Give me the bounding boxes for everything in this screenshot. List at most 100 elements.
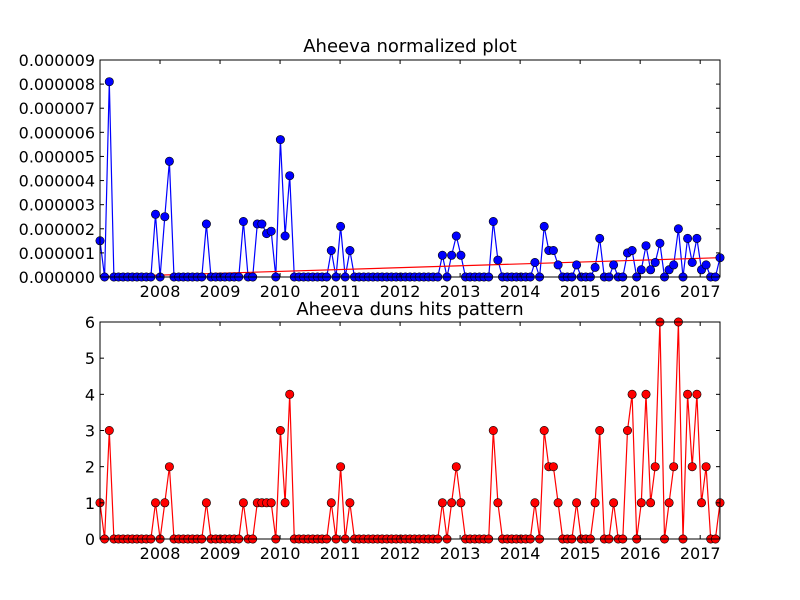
normalized-plot-point xyxy=(447,250,457,260)
normalized-plot-x-tick-label: 2010 xyxy=(260,282,301,301)
normalized-plot-x-tick-label: 2011 xyxy=(320,282,361,301)
normalized-plot-y-tick-label: 0.000009 xyxy=(19,51,95,70)
normalized-plot-point xyxy=(673,224,683,234)
duns-hits-plot-point xyxy=(488,425,498,435)
normalized-plot-x-tick-label: 2013 xyxy=(440,282,481,301)
duns-hits-plot-axes: 0 1 2 3 4 5 6 2008 2009 2010 2011 2012 2013 2014 2015 2… xyxy=(85,313,721,563)
duns-hits-plot-point xyxy=(447,498,457,508)
normalized-plot-point xyxy=(650,257,660,267)
normalized-plot-y-tick-label: 0.000002 xyxy=(19,220,95,239)
duns-hits-plot: Aheeva duns hits pattern 0 1 2 3 4 5 6 2008 2009… xyxy=(85,299,725,563)
duns-hits-plot-point xyxy=(238,498,248,508)
normalized-plot-point xyxy=(151,209,161,219)
normalized-plot-point xyxy=(641,241,651,251)
duns-hits-plot-x-tick-label: 2015 xyxy=(560,544,601,563)
normalized-plot-point xyxy=(701,260,711,270)
duns-hits-plot-point xyxy=(151,498,161,508)
duns-hits-plot-y-tick-label: 1 xyxy=(85,494,95,513)
normalized-plot-y-tick-label: 0.000007 xyxy=(19,99,95,118)
normalized-plot-axes: 0.000000 0.000001 0.000002 0.000003 0.000004… xyxy=(19,51,721,301)
normalized-plot-y-tick-label: 0.000003 xyxy=(19,196,95,215)
duns-hits-plot-x-tick-label: 2010 xyxy=(260,544,301,563)
duns-hits-plot-point xyxy=(539,425,549,435)
duns-hits-plot-point xyxy=(553,498,563,508)
normalized-plot-point xyxy=(530,257,540,267)
normalized-plot-point xyxy=(488,217,498,227)
normalized-plot-point xyxy=(493,255,503,265)
normalized-plot-point xyxy=(285,171,295,181)
duns-hits-plot-point xyxy=(164,462,174,472)
duns-hits-plot-point xyxy=(160,498,170,508)
duns-hits-plot-y-tick-label: 2 xyxy=(85,458,95,477)
normalized-plot-point xyxy=(646,265,656,275)
duns-hits-plot-point xyxy=(326,498,336,508)
duns-hits-plot-point xyxy=(627,389,637,399)
duns-hits-plot-point xyxy=(696,498,706,508)
normalized-plot: Aheeva normalized plot 0.0000000.0000010… xyxy=(19,36,725,301)
normalized-plot-point xyxy=(201,219,211,229)
duns-hits-plot-point xyxy=(336,462,346,472)
normalized-plot-point xyxy=(451,231,461,241)
duns-hits-plot-point xyxy=(451,462,461,472)
normalized-plot-y-tick-label: 0.000004 xyxy=(19,172,95,191)
normalized-plot-point xyxy=(345,246,355,256)
duns-hits-plot-y-tick-label: 3 xyxy=(85,422,95,441)
normalized-plot-point xyxy=(683,233,693,243)
normalized-plot-y-tick-label: 0.000000 xyxy=(19,268,95,287)
normalized-plot-x-tick-label: 2017 xyxy=(680,282,721,301)
normalized-plot-x-tick-label: 2008 xyxy=(140,282,181,301)
normalized-plot-point xyxy=(655,238,665,248)
duns-hits-plot-point xyxy=(493,498,503,508)
normalized-plot-frame xyxy=(99,59,721,278)
normalized-plot-point xyxy=(590,262,600,272)
duns-hits-plot-point xyxy=(641,389,651,399)
duns-hits-plot-x-tick-label: 2009 xyxy=(200,544,241,563)
duns-hits-plot-point xyxy=(530,498,540,508)
duns-hits-plot-y-tick-label: 5 xyxy=(85,349,95,368)
duns-hits-plot-point xyxy=(636,498,646,508)
normalized-plot-y-tick-label: 0.000001 xyxy=(19,244,95,263)
normalized-plot-x-tick-label: 2015 xyxy=(560,282,601,301)
duns-hits-plot-point xyxy=(590,498,600,508)
duns-hits-plot-point xyxy=(683,389,693,399)
normalized-plot-point xyxy=(636,265,646,275)
normalized-plot-point xyxy=(595,233,605,243)
normalized-plot-point xyxy=(266,226,276,236)
duns-hits-plot-point xyxy=(437,498,447,508)
duns-hits-plot-point xyxy=(266,498,276,508)
normalized-plot-x-tick-label: 2016 xyxy=(620,282,661,301)
normalized-plot-x-tick-label: 2009 xyxy=(200,282,241,301)
duns-hits-plot-point xyxy=(201,498,211,508)
duns-hits-plot-title: Aheeva duns hits pattern xyxy=(296,299,523,320)
duns-hits-plot-point xyxy=(692,389,702,399)
duns-hits-plot-x-tick-label: 2012 xyxy=(380,544,421,563)
duns-hits-plot-point xyxy=(345,498,355,508)
normalized-plot-point xyxy=(164,156,174,166)
duns-hits-plot-point xyxy=(456,498,466,508)
duns-hits-plot-point xyxy=(275,425,285,435)
duns-hits-plot-x-tick-label: 2011 xyxy=(320,544,361,563)
duns-hits-plot-point xyxy=(646,498,656,508)
duns-hits-plot-y-tick-label: 4 xyxy=(85,385,95,404)
normalized-plot-point xyxy=(257,219,267,229)
duns-hits-plot-point xyxy=(548,462,558,472)
normalized-plot-point xyxy=(437,250,447,260)
duns-hits-plot-point xyxy=(687,462,697,472)
duns-hits-plot-point xyxy=(609,498,619,508)
normalized-plot-point xyxy=(280,231,290,241)
normalized-plot-point xyxy=(669,260,679,270)
normalized-plot-x-tick-label: 2014 xyxy=(500,282,541,301)
normalized-plot-y-tick-label: 0.000005 xyxy=(19,147,95,166)
duns-hits-plot-x-tick-label: 2017 xyxy=(680,544,721,563)
duns-hits-plot-y-tick-label: 6 xyxy=(85,313,95,332)
normalized-plot-point xyxy=(539,221,549,231)
normalized-plot-point xyxy=(456,250,466,260)
duns-hits-plot-x-tick-label: 2016 xyxy=(620,544,661,563)
normalized-plot-point xyxy=(627,246,637,256)
normalized-plot-point xyxy=(336,221,346,231)
duns-hits-plot-x-tick-label: 2013 xyxy=(440,544,481,563)
normalized-plot-point xyxy=(609,260,619,270)
normalized-plot-point xyxy=(160,212,170,222)
duns-hits-plot-x-tick-label: 2008 xyxy=(140,544,181,563)
